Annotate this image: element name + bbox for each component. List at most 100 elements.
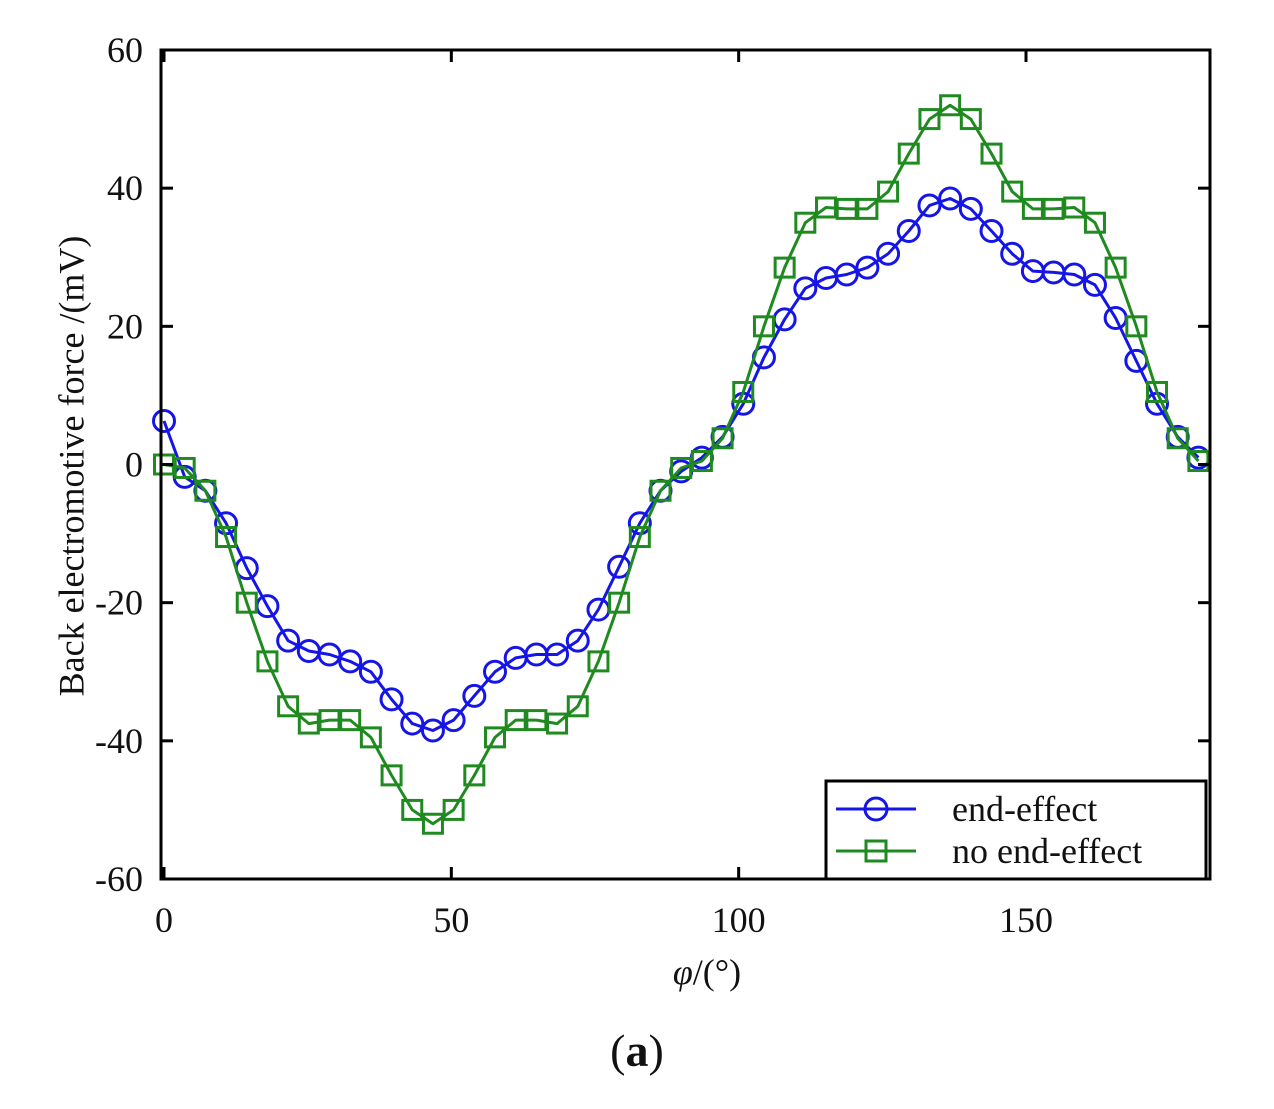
data-point [442,798,465,821]
data-point [608,591,631,614]
data-point [1021,197,1044,220]
data-point [1063,196,1086,219]
y-tick-label: -20 [95,583,143,623]
data-point [256,650,279,673]
y-axis-title: Back electromotive force /(mV) [51,236,91,697]
axes-layer: -60 -40 -20 0 20 40 60 0 50 100 150 [95,30,1212,940]
data-point [939,94,962,117]
data-point [917,193,942,218]
data-point [359,726,382,749]
x-tick-label: 150 [999,900,1053,940]
data-point [793,276,818,301]
series-end-effect [152,186,1211,743]
data-point [876,241,901,266]
y-tick-label: 60 [107,30,143,70]
data-point [525,709,548,732]
data-point [546,712,569,735]
data-point [277,695,300,718]
data-point [732,380,755,403]
data-point [835,197,858,220]
data-point [565,628,590,653]
data-point [420,718,445,743]
legend-marker-no-end-effect [864,839,888,863]
data-point [400,711,425,736]
data-point [484,726,507,749]
data-point [1083,211,1106,234]
data-point [276,628,301,653]
figure-caption: (a) [610,1025,664,1076]
x-tick-label: 50 [433,900,469,940]
data-point [401,798,424,821]
data-point [670,456,693,479]
data-point [463,764,486,787]
legend: end-effect no end-effect [824,779,1208,881]
data-point [1166,427,1189,450]
legend-label-no-end-effect: no end-effect [952,831,1142,871]
caption-close-paren: ) [649,1025,664,1076]
data-point [1082,272,1107,297]
data-point [959,108,982,131]
data-point [317,642,342,667]
y-tick-label: 40 [107,168,143,208]
x-axis-title: φ/(°) [673,952,741,992]
data-point [297,712,320,735]
data-point [896,218,921,243]
data-point [1001,180,1024,203]
data-point [1062,262,1087,287]
data-point [215,526,238,549]
data-point [877,180,900,203]
data-point [711,427,734,450]
data-point [318,709,341,732]
data-point [897,142,920,165]
data-point [1104,256,1127,279]
data-point [194,479,217,502]
data-point [380,764,403,787]
x-tick-label: 100 [712,900,766,940]
data-point [794,211,817,234]
data-point [918,108,941,131]
data-point [979,218,1004,243]
data-point [938,186,963,211]
data-point [690,450,713,473]
data-point [379,687,404,712]
data-point [153,453,175,476]
legend-marker-end-effect [863,796,889,822]
data-point [752,315,775,338]
data-point [483,659,508,684]
data-point [1000,241,1025,266]
data-point [235,591,258,614]
data-point [628,526,651,549]
data-point [1125,315,1148,338]
series-line [163,103,1200,826]
data-point [152,408,176,433]
data-point [358,659,383,684]
caption-letter: a [626,1025,649,1076]
y-tick-label: 0 [125,445,143,485]
data-point [566,695,589,718]
data-point [958,196,983,221]
x-axis-title-variable: φ [673,952,693,992]
data-point [815,196,838,219]
y-tick-label: 20 [107,306,143,346]
data-point [338,649,363,674]
series-layer [152,94,1211,835]
data-point [649,479,672,502]
legend-box [824,779,1208,881]
data-point [773,256,796,279]
legend-label-end-effect: end-effect [952,789,1097,829]
data-point [856,197,879,220]
data-point [462,683,487,708]
data-point [545,642,570,667]
data-point [173,456,196,479]
data-point [1042,197,1065,220]
data-point [980,142,1003,165]
data-point [1187,450,1210,473]
data-point [587,650,610,673]
series-no-end-effect [153,94,1210,835]
data-point [339,709,362,732]
y-tick-label: -60 [95,859,143,899]
data-point [834,262,859,287]
caption-open-paren: ( [610,1025,625,1076]
data-point [421,812,444,835]
